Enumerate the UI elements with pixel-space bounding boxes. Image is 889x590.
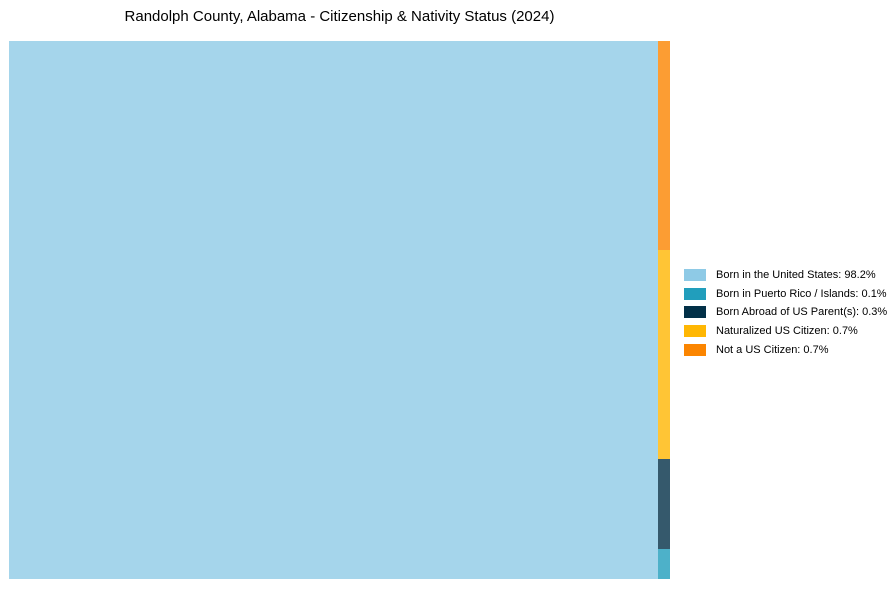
treemap-rect-born-in-us	[9, 41, 659, 579]
chart-title: Randolph County, Alabama - Citizenship &…	[124, 8, 555, 25]
legend-item-born-puerto-rico: Born in Puerto Rico / Islands: 0.1%	[684, 285, 887, 304]
legend-item-not-us-citizen: Not a US Citizen: 0.7%	[684, 340, 887, 359]
treemap-rect-born-puerto-rico	[658, 549, 670, 579]
treemap-rect-born-abroad-us-parents	[658, 459, 670, 550]
legend-label: Born in Puerto Rico / Islands: 0.1%	[716, 287, 887, 300]
legend-label: Born in the United States: 98.2%	[716, 269, 876, 282]
treemap-rect-not-us-citizen	[658, 41, 670, 251]
legend: Born in the United States: 98.2% Born in…	[684, 266, 887, 359]
legend-swatch-not-us-citizen	[684, 343, 706, 356]
legend-swatch-born-in-us	[684, 269, 706, 282]
legend-swatch-born-abroad-us-parents	[684, 306, 706, 319]
legend-item-born-in-us: Born in the United States: 98.2%	[684, 266, 887, 285]
legend-item-naturalized-citizen: Naturalized US Citizen: 0.7%	[684, 322, 887, 341]
legend-swatch-born-puerto-rico	[684, 287, 706, 300]
treemap-rect-naturalized-citizen	[658, 250, 670, 460]
legend-item-born-abroad-us-parents: Born Abroad of US Parent(s): 0.3%	[684, 303, 887, 322]
treemap-column	[658, 41, 670, 579]
legend-label: Naturalized US Citizen: 0.7%	[716, 325, 858, 338]
legend-label: Not a US Citizen: 0.7%	[716, 343, 829, 356]
legend-label: Born Abroad of US Parent(s): 0.3%	[716, 306, 888, 319]
treemap-plot	[9, 41, 670, 579]
legend-swatch-naturalized-citizen	[684, 325, 706, 338]
